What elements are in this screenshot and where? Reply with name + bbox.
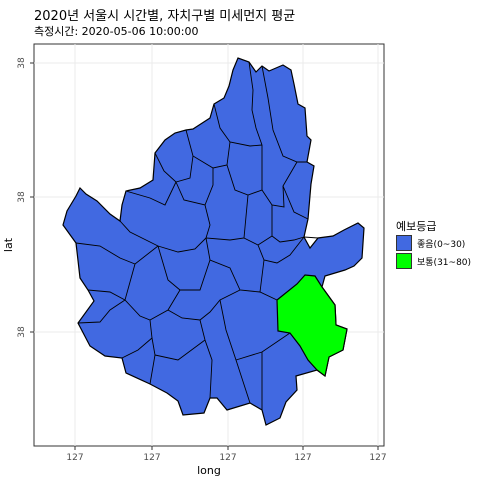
- x-tick-label: 127: [219, 453, 236, 463]
- y-tick-label: 38: [17, 326, 27, 338]
- x-tick-label: 127: [143, 453, 160, 463]
- x-tick-label: 127: [66, 453, 83, 463]
- y-tick-label: 38: [17, 191, 27, 203]
- y-axis-title: lat: [2, 237, 15, 252]
- legend-item-good: 좋음(0~30): [396, 234, 465, 252]
- x-tick-label: 127: [369, 453, 386, 463]
- legend-key-good: [396, 235, 412, 251]
- x-axis-title: long: [197, 464, 221, 477]
- legend-label-normal: 보통(31~80): [417, 257, 472, 268]
- legend-title: 예보등급: [396, 220, 437, 233]
- legend-label-good: 좋음(0~30): [417, 239, 466, 250]
- legend-key-normal: [396, 253, 412, 269]
- y-tick-label: 38: [17, 57, 27, 69]
- chart-subtitle: 측정시간: 2020-05-06 10:00:00: [34, 25, 199, 38]
- chart-title: 2020년 서울시 시간별, 자치구별 미세먼지 평균: [34, 9, 296, 24]
- district-normal-grade: [276, 274, 348, 378]
- legend-item-normal: 보통(31~80): [396, 252, 471, 270]
- x-tick-label: 127: [294, 453, 311, 463]
- axis-ticks: [30, 62, 379, 450]
- district-borders: [75, 61, 319, 410]
